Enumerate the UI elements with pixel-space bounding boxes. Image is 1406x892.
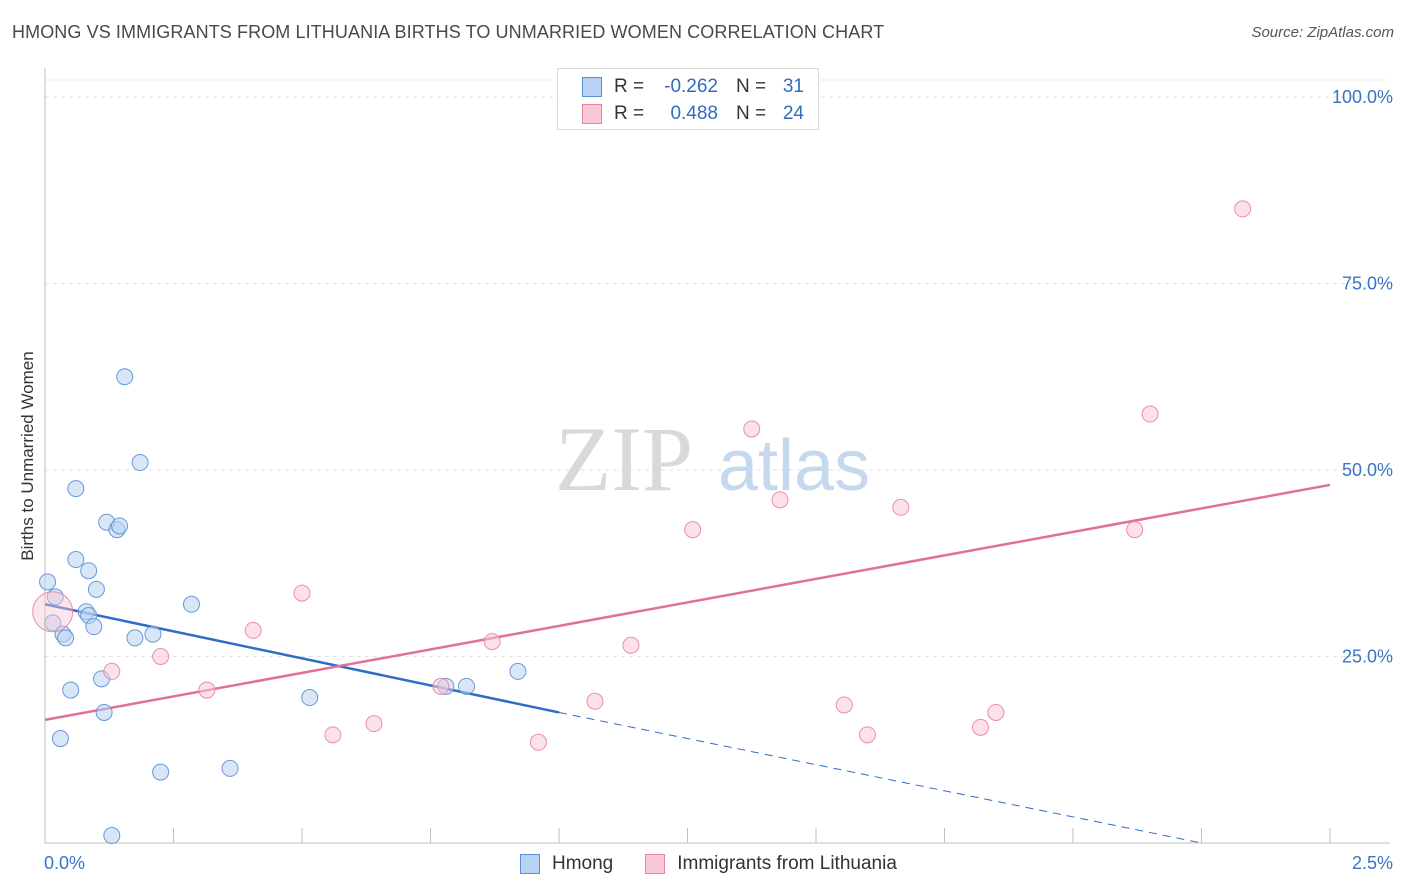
y-tick-label: 50.0% bbox=[1342, 460, 1393, 480]
axis-layer bbox=[44, 68, 1390, 844]
grid-layer bbox=[45, 79, 1390, 657]
hmong-point bbox=[95, 703, 113, 721]
hmong-point bbox=[51, 730, 69, 748]
hmong-point bbox=[301, 689, 319, 707]
hmong-point bbox=[62, 681, 80, 699]
legend-row-hmong: R = -0.262 N = 31 bbox=[582, 75, 804, 99]
y-tick-label: 100.0% bbox=[1332, 87, 1393, 107]
legend-swatch-hmong bbox=[582, 77, 602, 97]
lithuania-point bbox=[684, 521, 702, 539]
legend-label-lithuania: Immigrants from Lithuania bbox=[677, 853, 897, 874]
legend-n-label: N = bbox=[736, 76, 767, 97]
legend-n-label: N = bbox=[736, 103, 767, 124]
hmong-point bbox=[152, 763, 170, 781]
legend-r-value: 0.488 bbox=[670, 103, 718, 124]
lithuania-point bbox=[529, 733, 547, 751]
legend-swatch-hmong bbox=[520, 854, 540, 874]
x-tick-label: 2.5% bbox=[1352, 853, 1393, 873]
lithuania-point bbox=[1126, 521, 1144, 539]
lithuania-point bbox=[743, 420, 761, 438]
chart-title: HMONG VS IMMIGRANTS FROM LITHUANIA BIRTH… bbox=[12, 22, 885, 42]
lithuania-point bbox=[365, 715, 383, 733]
y-tick-label: 75.0% bbox=[1342, 274, 1393, 294]
hmong-point bbox=[67, 551, 85, 569]
lithuania-point bbox=[244, 621, 262, 639]
lithuania-point bbox=[324, 726, 342, 744]
legend-item-lithuania: Immigrants from Lithuania bbox=[645, 853, 897, 875]
legend-item-hmong: Hmong bbox=[520, 853, 613, 875]
legend-r-label: R = bbox=[614, 76, 645, 97]
lithuania-point bbox=[293, 584, 311, 602]
lithuania-point bbox=[1141, 405, 1159, 423]
trendline-hmong bbox=[44, 603, 560, 714]
hmong-point bbox=[182, 595, 200, 613]
legend-r-label: R = bbox=[614, 103, 645, 124]
tick-label-layer: 25.0% 50.0% 75.0% 100.0% 0.0% 2.5% bbox=[44, 87, 1393, 873]
lithuania-point bbox=[198, 681, 216, 699]
x-tick-label: 0.0% bbox=[44, 853, 85, 873]
hmong-point bbox=[457, 677, 475, 695]
hmong-point bbox=[103, 827, 121, 845]
trendline-hmong-extension bbox=[558, 711, 1202, 844]
lithuania-point bbox=[32, 591, 74, 633]
lithuania-point bbox=[432, 677, 450, 695]
source-label: Source: ZipAtlas.com bbox=[1251, 24, 1394, 41]
legend-swatch-lithuania bbox=[582, 104, 602, 124]
hmong-point bbox=[144, 625, 162, 643]
lithuania-point bbox=[892, 498, 910, 516]
hmong-point bbox=[39, 573, 57, 591]
hmong-point bbox=[509, 662, 527, 680]
hmong-point bbox=[85, 618, 103, 636]
lithuania-point bbox=[835, 696, 853, 714]
lithuania-point bbox=[103, 662, 121, 680]
hmong-point bbox=[80, 562, 98, 580]
hmong-point bbox=[221, 759, 239, 777]
hmong-point bbox=[111, 517, 129, 535]
correlation-legend: R = -0.262 N = 31 R = 0.488 N = 24 bbox=[557, 68, 819, 130]
trendline-layer bbox=[44, 483, 1331, 844]
series-legend: Hmong Immigrants from Lithuania bbox=[520, 853, 929, 875]
lithuania-point bbox=[858, 726, 876, 744]
legend-r-value: -0.262 bbox=[664, 76, 718, 97]
legend-swatch-lithuania bbox=[645, 854, 666, 874]
hmong-point bbox=[126, 629, 144, 647]
lithuania-point bbox=[771, 491, 789, 509]
hmong-point bbox=[87, 580, 105, 598]
hmong-point bbox=[131, 454, 149, 472]
watermark: ZIP atlas bbox=[555, 408, 870, 510]
trendline-lithuania bbox=[44, 483, 1331, 722]
lithuania-point bbox=[971, 718, 989, 736]
lithuania-point bbox=[586, 692, 604, 710]
legend-label-hmong: Hmong bbox=[552, 853, 614, 874]
lithuania-point bbox=[1234, 200, 1252, 218]
lithuania-point bbox=[483, 633, 501, 651]
y-axis-label: Births to Unmarried Women bbox=[18, 351, 37, 561]
legend-n-value: 24 bbox=[782, 103, 804, 124]
watermark-atlas: atlas bbox=[718, 426, 870, 506]
lithuania-point bbox=[987, 703, 1005, 721]
hmong-point bbox=[67, 480, 85, 498]
watermark-zip: ZIP bbox=[555, 408, 693, 510]
hmong-point bbox=[57, 629, 75, 647]
legend-row-lithuania: R = 0.488 N = 24 bbox=[582, 102, 804, 126]
hmong-point bbox=[116, 368, 134, 386]
point-layer bbox=[32, 200, 1252, 845]
legend-n-value: 31 bbox=[782, 76, 804, 97]
y-tick-label: 25.0% bbox=[1342, 647, 1393, 667]
lithuania-point bbox=[622, 636, 640, 654]
hmong-point bbox=[44, 614, 62, 632]
lithuania-point bbox=[152, 648, 170, 665]
